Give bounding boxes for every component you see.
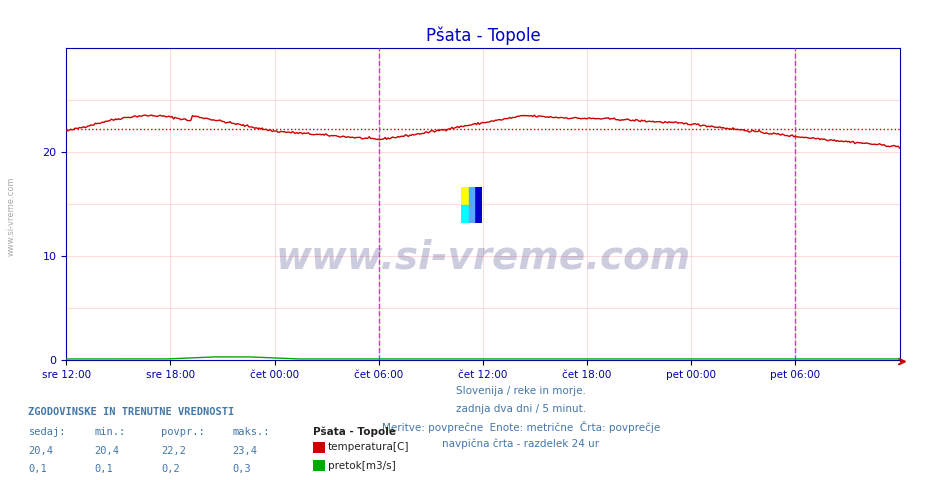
Bar <box>461 187 472 205</box>
Text: 22,2: 22,2 <box>161 445 186 456</box>
Text: min.:: min.: <box>95 427 126 437</box>
Text: 23,4: 23,4 <box>232 445 257 456</box>
Polygon shape <box>469 187 474 223</box>
Text: zadnja dva dni / 5 minut.: zadnja dva dni / 5 minut. <box>456 404 586 414</box>
Text: Meritve: povprečne  Enote: metrične  Črta: povprečje: Meritve: povprečne Enote: metrične Črta:… <box>382 421 660 433</box>
Text: sedaj:: sedaj: <box>28 427 66 437</box>
Text: povpr.:: povpr.: <box>161 427 205 437</box>
Text: 0,1: 0,1 <box>95 464 114 474</box>
Text: navpična črta - razdelek 24 ur: navpična črta - razdelek 24 ur <box>442 438 599 449</box>
Text: Pšata - Topole: Pšata - Topole <box>313 427 396 437</box>
Title: Pšata - Topole: Pšata - Topole <box>425 26 541 45</box>
Text: 0,3: 0,3 <box>232 464 251 474</box>
Text: 20,4: 20,4 <box>28 445 53 456</box>
Text: ZGODOVINSKE IN TRENUTNE VREDNOSTI: ZGODOVINSKE IN TRENUTNE VREDNOSTI <box>28 407 235 417</box>
Text: maks.:: maks.: <box>232 427 270 437</box>
Text: 0,1: 0,1 <box>28 464 47 474</box>
Text: Slovenija / reke in morje.: Slovenija / reke in morje. <box>456 386 586 396</box>
Text: www.si-vreme.com: www.si-vreme.com <box>276 238 690 276</box>
Bar <box>461 205 472 223</box>
Bar <box>472 187 482 223</box>
Text: 20,4: 20,4 <box>95 445 119 456</box>
Text: temperatura[C]: temperatura[C] <box>328 443 409 452</box>
Text: pretok[m3/s]: pretok[m3/s] <box>328 461 396 470</box>
Text: 0,2: 0,2 <box>161 464 180 474</box>
Text: www.si-vreme.com: www.si-vreme.com <box>7 176 16 256</box>
